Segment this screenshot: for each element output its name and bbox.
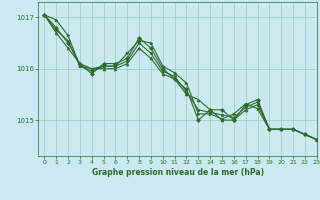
X-axis label: Graphe pression niveau de la mer (hPa): Graphe pression niveau de la mer (hPa) bbox=[92, 168, 264, 177]
